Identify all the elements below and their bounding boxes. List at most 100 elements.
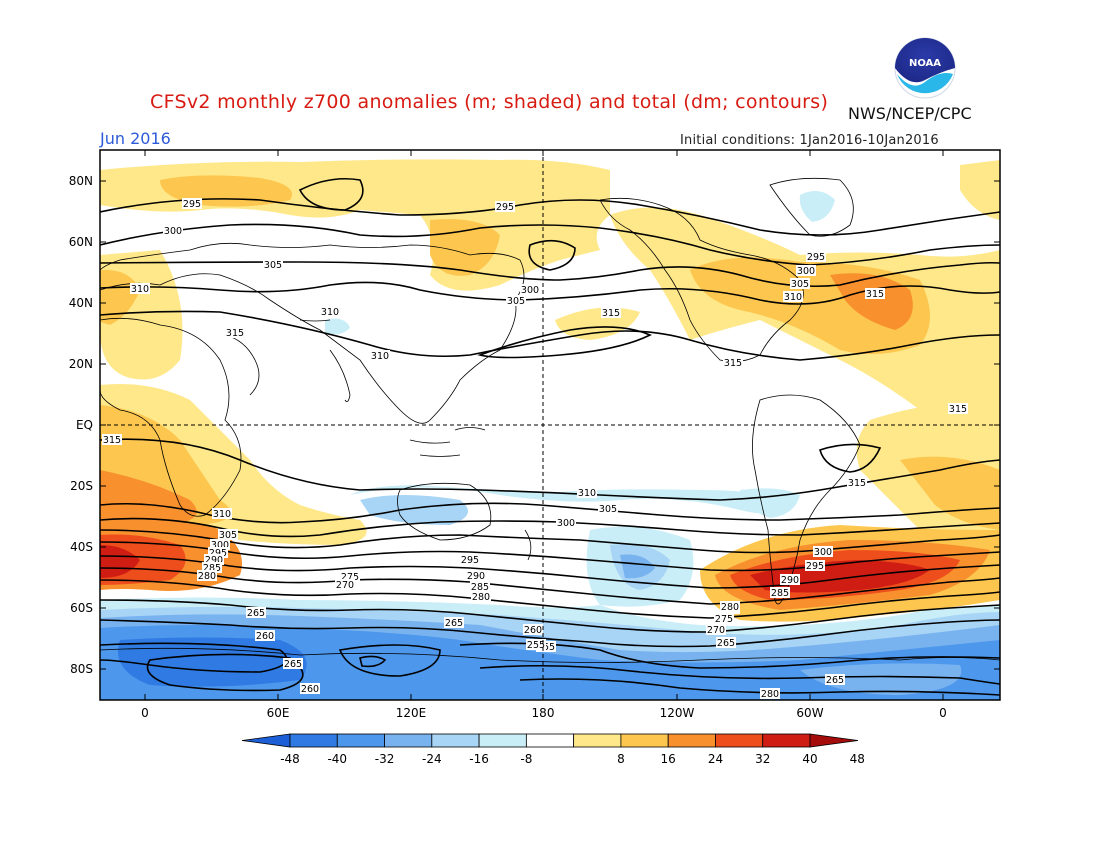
contour-label-bg: [806, 251, 826, 262]
contour-value-label: 300: [814, 547, 832, 558]
lat-label: 60S: [70, 601, 93, 615]
colorbar-label: -32: [375, 752, 395, 766]
colorbar-label: -48: [280, 752, 300, 766]
colorbar-bin: [384, 733, 433, 748]
contour-value-label: 285: [771, 588, 789, 599]
contour-value-labels: 2952953003053103153103103053003153003053…: [102, 198, 968, 700]
contour-value-label: 310: [371, 351, 389, 362]
colorbar-label: 8: [617, 752, 625, 766]
contour-value-label: 280: [761, 689, 779, 700]
contour-label-bg: [163, 225, 183, 236]
contour-label-bg: [716, 637, 736, 648]
lat-label: 80N: [69, 174, 93, 188]
contour-value-label: 270: [336, 580, 354, 591]
contour-value-label: 295: [461, 555, 479, 566]
colorbar-bin: [336, 733, 385, 748]
colorbar-bin: [620, 733, 669, 748]
contour-label-bg: [370, 350, 390, 361]
lat-label: 80S: [70, 662, 93, 676]
contour-value-label: 280: [721, 602, 739, 613]
colorbar-label: -24: [422, 752, 442, 766]
contour-value-label: 310: [213, 509, 231, 520]
noaa-logo-text: NOAA: [909, 58, 941, 69]
contour-value-label: 300: [557, 518, 575, 529]
contour-value-label: 310: [321, 307, 339, 318]
map-title: CFSv2 monthly z700 anomalies (m; shaded)…: [150, 91, 829, 113]
contour-label-bg: [790, 278, 810, 289]
lat-label: 20N: [69, 357, 93, 371]
contour-label-bg: [182, 198, 202, 209]
colorbar-bin: [715, 733, 764, 748]
contour-label-bg: [335, 579, 355, 590]
contour-label-bg: [805, 560, 825, 571]
lon-label: 60W: [796, 706, 823, 720]
contour-value-label: 265: [247, 608, 265, 619]
contour-value-label: 265: [717, 638, 735, 649]
source-label: NWS/NCEP/CPC: [848, 104, 972, 123]
contour-value-label: 315: [724, 358, 742, 369]
colorbar-label: 24: [708, 752, 723, 766]
contour-value-label: 310: [131, 284, 149, 295]
colorbar-label: 32: [755, 752, 770, 766]
contour-label-bg: [204, 554, 224, 565]
colorbar-label: 48: [850, 752, 865, 766]
contour-label-bg: [300, 683, 320, 694]
contour-label-bg: [780, 574, 800, 585]
contour-value-label: 305: [507, 296, 525, 307]
contour-value-label: 315: [103, 435, 121, 446]
contour-label-bg: [520, 284, 540, 295]
longitude-axis: 0 60E 120E 180 120W 60W 0: [141, 150, 947, 720]
colorbar-bin: [762, 733, 811, 748]
contour-value-label: 280: [198, 571, 216, 582]
contour-label-bg: [460, 554, 480, 565]
lon-label: 0: [939, 706, 947, 720]
colorbar-label: -16: [469, 752, 489, 766]
latitude-axis: 80N 60N 40N 20N EQ 20S 40S 60S 80S: [69, 174, 1000, 676]
contour-value-label: 295: [496, 202, 514, 213]
colorbar-bin: [573, 733, 622, 748]
colorbar-bin: [431, 733, 480, 748]
contour-label-bg: [246, 607, 266, 618]
contour-label-bg: [466, 570, 486, 581]
contour-value-label: 315: [226, 328, 244, 339]
colorbar-bin: [478, 733, 527, 748]
contour-value-label: 260: [256, 631, 274, 642]
contour-value-label: 295: [806, 561, 824, 572]
contour-label-bg: [471, 591, 491, 602]
contour-value-label: 260: [524, 625, 542, 636]
colorbar-label: 16: [661, 752, 676, 766]
contour-value-label: 265: [445, 618, 463, 629]
contour-label-bg: [598, 503, 618, 514]
contour-label-bg: [556, 517, 576, 528]
lon-label: 0: [141, 706, 149, 720]
contour-value-label: 310: [578, 488, 596, 499]
contour-label-bg: [283, 658, 303, 669]
contour-label-bg: [340, 571, 360, 582]
lat-label: 40S: [70, 540, 93, 554]
contour-value-label: 295: [807, 252, 825, 263]
lon-label: 60E: [267, 706, 290, 720]
contour-value-label: 270: [707, 625, 725, 636]
contour-value-label: 305: [264, 260, 282, 271]
contour-label-bg: [130, 283, 150, 294]
contour-label-bg: [470, 581, 490, 592]
colorbar: -48 -40 -32 -24 -16 -8 8 16 24 32 40 48: [241, 733, 865, 766]
contour-value-label: 255: [527, 640, 545, 651]
contour-label-bg: [197, 570, 217, 581]
contour-label-bg: [796, 265, 816, 276]
contour-value-label: 310: [784, 292, 802, 303]
contour-value-label: 295: [183, 199, 201, 210]
contour-label-bg: [770, 587, 790, 598]
contour-label-bg: [760, 688, 780, 699]
contour-label-bg: [202, 562, 222, 573]
lat-label: 40N: [69, 296, 93, 310]
contour-value-label: 260: [301, 684, 319, 695]
contour-label-bg: [577, 487, 597, 498]
contour-label-bg: [102, 434, 122, 445]
contour-label-bg: [601, 307, 621, 318]
contour-value-label: 275: [715, 614, 733, 625]
contour-label-bg: [255, 630, 275, 641]
contour-label-bg: [526, 639, 546, 650]
contour-label-bg: [706, 624, 726, 635]
contour-value-label: 315: [848, 478, 866, 489]
